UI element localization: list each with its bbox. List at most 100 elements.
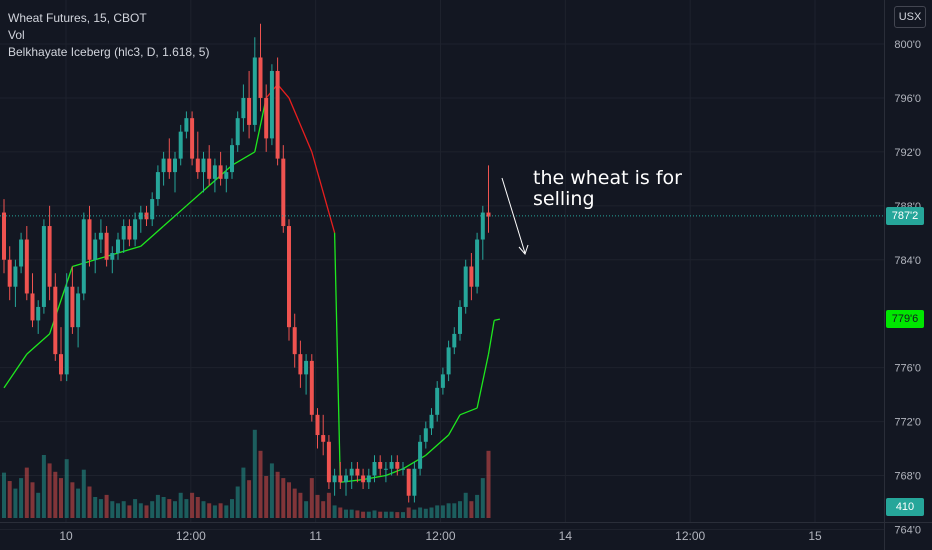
volume-bar bbox=[269, 463, 274, 518]
volume-bar bbox=[161, 497, 166, 518]
volume-bar bbox=[7, 481, 12, 518]
y-tick-label: 796'0 bbox=[894, 93, 921, 105]
candle-body bbox=[463, 266, 468, 307]
indicator-line-segment bbox=[26, 333, 51, 355]
symbol-title[interactable]: Wheat Futures, 15, CBOT bbox=[8, 11, 147, 25]
volume-bar bbox=[59, 478, 63, 518]
volume-bar bbox=[275, 471, 280, 518]
volume-bar bbox=[298, 492, 303, 518]
volume-bar bbox=[230, 499, 234, 518]
indicator-line-segment bbox=[185, 185, 210, 207]
volume-bar bbox=[458, 501, 462, 518]
indicator-line-segment bbox=[425, 434, 450, 456]
volume-bar bbox=[480, 478, 485, 518]
candle-body bbox=[138, 212, 143, 220]
volume-bar bbox=[224, 505, 229, 518]
volume-bar bbox=[475, 494, 480, 518]
candle-body bbox=[133, 219, 138, 240]
volume-indicator-label[interactable]: Vol bbox=[8, 28, 25, 42]
candle-body bbox=[469, 266, 474, 287]
last-price-tag: 787'2 bbox=[886, 206, 924, 225]
candle-body bbox=[121, 226, 126, 240]
candle-body bbox=[281, 158, 286, 227]
volume-bar bbox=[98, 499, 103, 518]
candle-body bbox=[252, 57, 257, 125]
volume-bar bbox=[127, 505, 132, 518]
volume-bar bbox=[287, 482, 291, 518]
volume-bar bbox=[144, 505, 149, 518]
volume-bar bbox=[292, 488, 297, 518]
candle-body bbox=[247, 97, 252, 125]
x-tick-label: 12:00 bbox=[425, 529, 455, 543]
candle-body bbox=[264, 97, 269, 139]
candle-body bbox=[418, 441, 423, 469]
volume-bar bbox=[463, 492, 468, 518]
volume-bar bbox=[207, 503, 212, 518]
volume-bar bbox=[412, 509, 417, 518]
candle-body bbox=[230, 145, 234, 173]
candle-body bbox=[440, 374, 445, 388]
chart-annotation[interactable]: the wheat is for selling bbox=[533, 168, 682, 210]
x-tick-label: 10 bbox=[59, 529, 73, 543]
volume-bar bbox=[178, 492, 183, 518]
y-tick-label: 800'0 bbox=[894, 39, 921, 51]
candle-body bbox=[24, 239, 29, 294]
candle-body bbox=[224, 172, 229, 179]
indicator-line-segment bbox=[288, 97, 313, 153]
volume-bar bbox=[389, 511, 394, 518]
volume-bar bbox=[64, 459, 69, 518]
volume-bar bbox=[452, 503, 457, 518]
volume-bar bbox=[190, 492, 195, 518]
candle-body bbox=[167, 158, 172, 173]
candle-body bbox=[218, 165, 223, 179]
candle-body bbox=[429, 414, 434, 429]
currency-button[interactable]: USX bbox=[894, 6, 926, 28]
volume-bar bbox=[235, 486, 240, 518]
indicator-line-segment bbox=[459, 407, 478, 416]
candle-body bbox=[98, 232, 103, 240]
candle-body bbox=[7, 259, 12, 287]
candle-body bbox=[93, 239, 98, 260]
x-tick-label: 11 bbox=[309, 529, 322, 543]
candle-body bbox=[361, 475, 366, 483]
y-tick-label: 792'0 bbox=[894, 147, 921, 159]
volume-bar bbox=[372, 510, 377, 518]
indicator-line-segment bbox=[476, 354, 490, 409]
candle-body bbox=[81, 219, 86, 294]
candle-body bbox=[458, 306, 462, 334]
volume-bar bbox=[241, 467, 246, 518]
candle-body bbox=[332, 475, 337, 483]
candle-body bbox=[155, 172, 160, 200]
indicator-line-segment bbox=[448, 414, 461, 436]
volume-bar bbox=[81, 469, 86, 518]
volume-bar bbox=[349, 509, 354, 518]
indicator-line-segment bbox=[385, 468, 404, 477]
candle-body bbox=[383, 468, 388, 470]
indicator-line-segment bbox=[140, 225, 165, 247]
candle-body bbox=[36, 306, 41, 321]
volume-bar bbox=[133, 499, 138, 518]
candle-body bbox=[326, 441, 331, 483]
volume-bar bbox=[326, 492, 331, 518]
candle-body bbox=[275, 70, 280, 159]
candle-body bbox=[401, 468, 405, 470]
volume-bar bbox=[53, 471, 58, 518]
volume-bar bbox=[121, 501, 126, 518]
iceberg-indicator-label[interactable]: Belkhayate Iceberg (hlc3, D, 1.618, 5) bbox=[8, 45, 210, 59]
indicator-line-segment bbox=[3, 353, 28, 389]
volume-bar bbox=[41, 455, 46, 518]
indicator-price-tag: 779'6 bbox=[886, 310, 924, 329]
volume-bar bbox=[150, 501, 155, 518]
volume-bar bbox=[304, 501, 309, 518]
candle-body bbox=[47, 226, 52, 287]
candle-body bbox=[258, 57, 263, 98]
candle-body bbox=[235, 118, 240, 146]
volume-bar bbox=[184, 499, 189, 518]
candle-body bbox=[389, 462, 394, 469]
volume-bar bbox=[332, 505, 337, 518]
volume-bar bbox=[440, 505, 445, 518]
volume-bar bbox=[47, 463, 52, 518]
volume-bar bbox=[309, 478, 314, 518]
candle-body bbox=[292, 327, 297, 355]
